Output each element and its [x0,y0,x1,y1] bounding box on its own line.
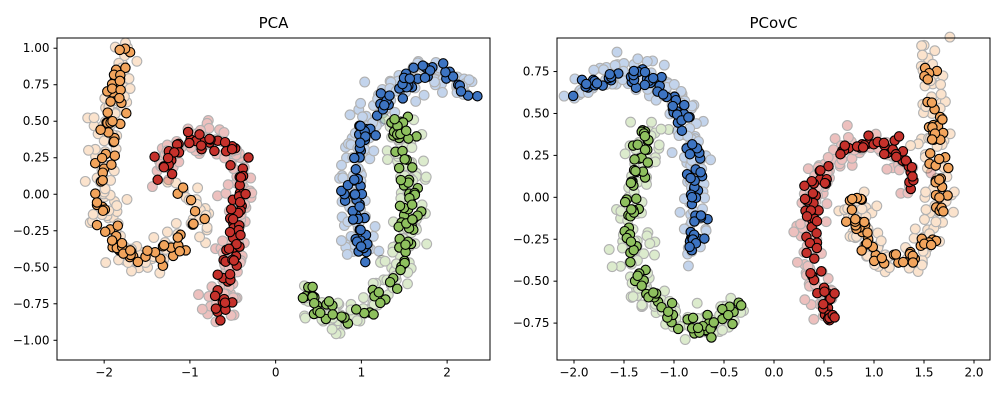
y-tick-label: 0.50 [23,114,50,128]
y-tick-label: 0.25 [23,151,50,165]
y-tick-label: −0.25 [513,232,550,246]
scatter-orange-spiral-faded [79,37,215,279]
y-tick-label: −0.75 [513,316,550,330]
y-axis: 1.00 0.75 0.50 0.25 0.00 −0.25 −0.50 −0.75 −1.00 [13,41,57,347]
plot-frame [56,37,491,361]
x-tick-label: 2.0 [964,366,983,380]
y-tick-label: 0.75 [23,78,50,92]
x-axis: −2.0 −1.5 −1.0 −0.5 0.0 0.5 1.0 1.5 2.0 [559,360,984,380]
x-tick-label: −1 [181,366,199,380]
scatter-green-moon-solid [619,125,747,343]
panel-title: PCA [259,14,290,32]
scatter-green-moon-solid [297,111,427,329]
y-tick-label: −0.75 [13,297,50,311]
x-tick-label: 1.5 [914,366,933,380]
panel-background [500,0,1000,400]
y-axis: 0.75 0.50 0.25 0.00 −0.25 −0.50 −0.75 [513,65,557,330]
y-tick-label: 0.75 [523,65,550,79]
pca-panel: −2 −1 0 1 2 1.00 0.75 0.50 0.25 0.00 −0.25 −0.50 −0.… [12,14,491,380]
x-tick-label: −2 [95,366,113,380]
scatter-red-spiral-solid [799,130,919,326]
x-tick-label: 0.0 [764,366,783,380]
x-tick-label: 2 [443,366,451,380]
x-tick-label: −2.0 [559,366,588,380]
y-tick-label: −0.50 [513,274,550,288]
y-tick-label: 0.00 [523,190,550,204]
x-tick-label: −0.5 [709,366,738,380]
x-tick-label: 0.5 [814,366,833,380]
x-axis: −2 −1 0 1 2 [95,360,451,380]
x-tick-label: 0 [272,366,280,380]
y-tick-label: −0.25 [13,224,50,238]
scatter-orange-spiral-solid [89,43,210,272]
y-tick-label: 0.00 [23,187,50,201]
x-tick-label: 1.0 [864,366,883,380]
scatter-blue-moon-solid [567,64,713,256]
scatter-orange-spiral-solid [840,62,954,269]
scatter-red-spiral-solid [149,126,254,326]
y-tick-label: −1.00 [13,333,50,347]
pcovc-panel: −2.0 −1.5 −1.0 −0.5 0.0 0.5 1.0 1.5 2.00.750.500… [500,0,1000,400]
scatter-blue-moon-solid [336,58,483,268]
y-tick-label: −0.50 [13,260,50,274]
y-tick-label: 0.25 [523,148,550,162]
x-tick-label: 1 [358,366,366,380]
x-tick-label: −1.5 [609,366,638,380]
panel-title: PCovC [749,14,797,32]
x-tick-label: −1.0 [659,366,688,380]
y-tick-label: 0.50 [523,106,550,120]
y-tick-label: 1.00 [23,41,50,55]
